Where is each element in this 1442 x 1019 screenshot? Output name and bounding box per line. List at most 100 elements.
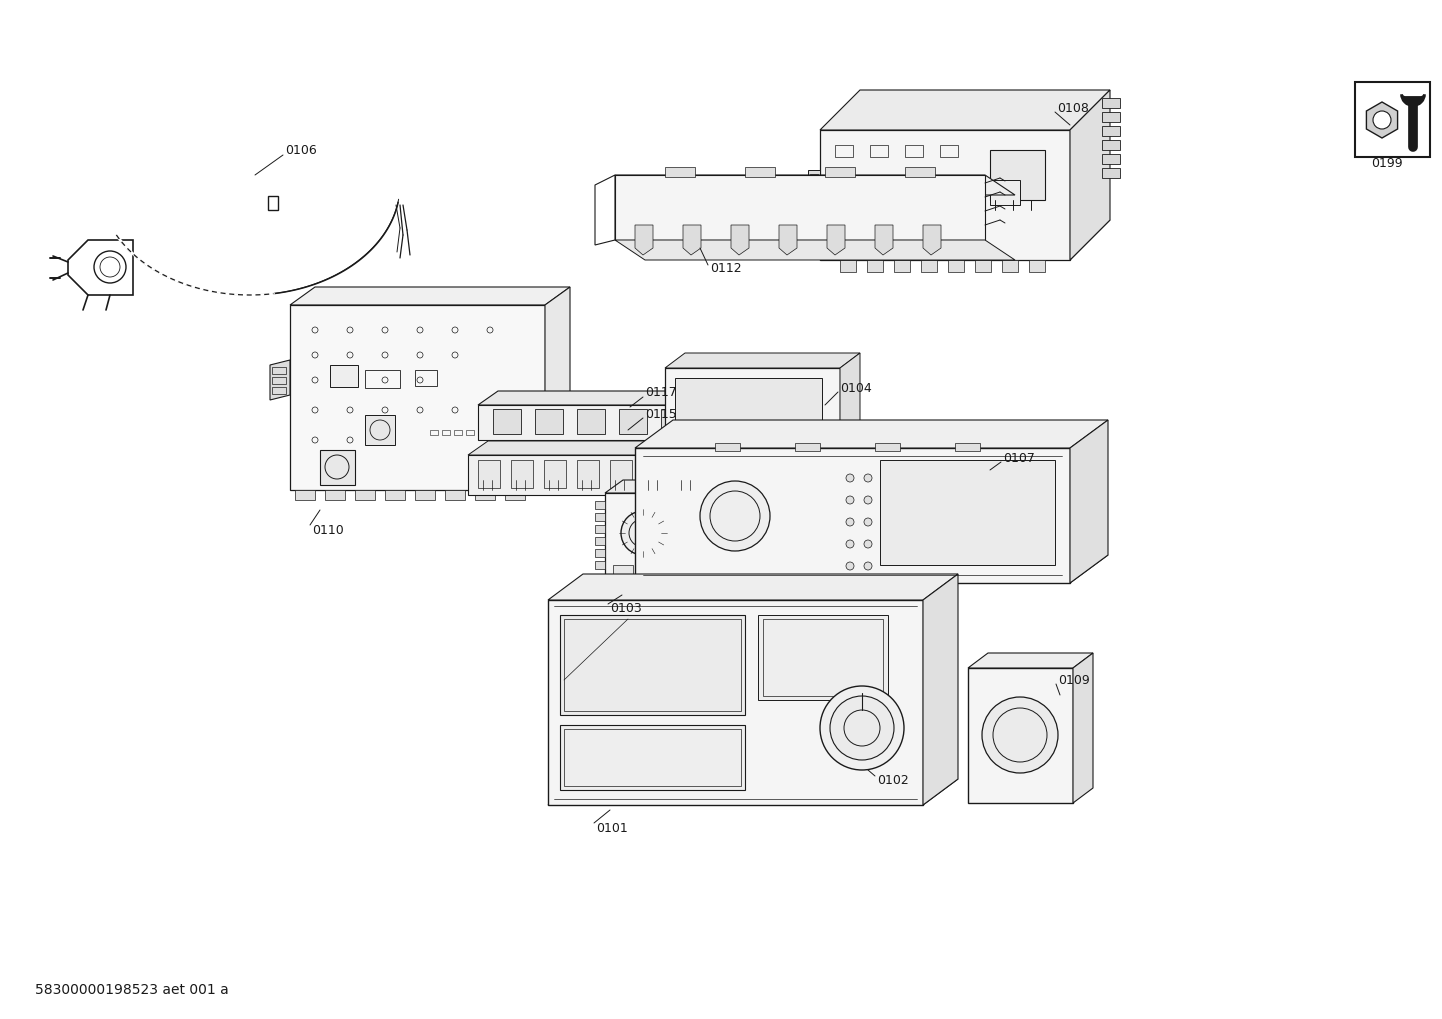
Polygon shape bbox=[1070, 420, 1107, 583]
Bar bbox=[273, 367, 286, 374]
Text: 0103: 0103 bbox=[610, 601, 642, 614]
Polygon shape bbox=[684, 225, 701, 255]
Polygon shape bbox=[614, 240, 1015, 260]
Bar bbox=[1030, 260, 1045, 272]
Bar bbox=[825, 167, 855, 177]
Bar bbox=[596, 513, 606, 521]
Polygon shape bbox=[634, 555, 1107, 583]
Bar bbox=[715, 443, 740, 451]
Bar bbox=[474, 490, 495, 500]
Bar bbox=[577, 409, 606, 434]
Bar bbox=[1102, 140, 1120, 150]
Polygon shape bbox=[477, 391, 728, 405]
Polygon shape bbox=[708, 391, 728, 440]
Bar bbox=[544, 460, 567, 488]
Bar bbox=[273, 377, 286, 384]
Bar bbox=[477, 460, 500, 488]
Circle shape bbox=[864, 562, 872, 570]
Polygon shape bbox=[820, 130, 1070, 260]
Bar bbox=[810, 196, 818, 203]
Bar bbox=[466, 430, 474, 435]
Bar bbox=[619, 409, 647, 434]
Text: 58300000198523 aet 001 a: 58300000198523 aet 001 a bbox=[35, 983, 229, 997]
Polygon shape bbox=[634, 225, 653, 255]
Circle shape bbox=[846, 474, 854, 482]
Bar bbox=[894, 260, 910, 272]
Polygon shape bbox=[731, 225, 748, 255]
Circle shape bbox=[864, 496, 872, 504]
Bar bbox=[906, 167, 934, 177]
Circle shape bbox=[846, 496, 854, 504]
Circle shape bbox=[864, 474, 872, 482]
Bar bbox=[795, 443, 820, 451]
Bar bbox=[510, 460, 534, 488]
Polygon shape bbox=[1070, 90, 1110, 260]
Bar bbox=[870, 145, 888, 157]
Bar bbox=[415, 370, 437, 386]
Polygon shape bbox=[634, 448, 1070, 583]
Bar bbox=[443, 430, 450, 435]
Polygon shape bbox=[290, 305, 545, 490]
Bar bbox=[564, 729, 741, 786]
Polygon shape bbox=[681, 480, 698, 583]
Polygon shape bbox=[808, 170, 820, 220]
Polygon shape bbox=[820, 90, 1110, 130]
Bar bbox=[947, 260, 965, 272]
Bar bbox=[365, 415, 395, 445]
Circle shape bbox=[846, 562, 854, 570]
Bar bbox=[810, 207, 818, 214]
Bar bbox=[477, 430, 486, 435]
Polygon shape bbox=[665, 453, 859, 468]
Bar bbox=[454, 430, 461, 435]
Bar bbox=[596, 549, 606, 557]
Bar bbox=[415, 490, 435, 500]
Bar bbox=[385, 490, 405, 500]
Polygon shape bbox=[779, 225, 797, 255]
Polygon shape bbox=[1073, 653, 1093, 803]
Bar bbox=[446, 490, 464, 500]
Polygon shape bbox=[820, 220, 1110, 260]
Polygon shape bbox=[923, 225, 942, 255]
Polygon shape bbox=[923, 574, 957, 805]
Polygon shape bbox=[469, 455, 718, 495]
Text: 0101: 0101 bbox=[596, 821, 627, 835]
Circle shape bbox=[846, 540, 854, 548]
Bar bbox=[637, 565, 668, 577]
Bar bbox=[559, 725, 746, 790]
Polygon shape bbox=[1367, 102, 1397, 138]
Polygon shape bbox=[548, 779, 957, 805]
Text: 0106: 0106 bbox=[286, 144, 317, 157]
Text: 0115: 0115 bbox=[645, 409, 676, 422]
Bar bbox=[596, 501, 606, 510]
Bar bbox=[355, 490, 375, 500]
Bar bbox=[940, 145, 957, 157]
Bar bbox=[365, 370, 399, 388]
Polygon shape bbox=[968, 653, 1093, 668]
Bar bbox=[955, 443, 981, 451]
Bar bbox=[330, 365, 358, 387]
Polygon shape bbox=[841, 353, 859, 468]
Circle shape bbox=[864, 518, 872, 526]
Circle shape bbox=[864, 540, 872, 548]
Bar bbox=[1002, 260, 1018, 272]
Polygon shape bbox=[290, 287, 570, 305]
Text: 0107: 0107 bbox=[1004, 451, 1035, 465]
Bar bbox=[268, 196, 278, 210]
Bar bbox=[1102, 98, 1120, 108]
Polygon shape bbox=[606, 480, 698, 493]
Bar bbox=[430, 430, 438, 435]
Bar bbox=[921, 260, 937, 272]
Bar bbox=[875, 443, 900, 451]
Polygon shape bbox=[477, 405, 708, 440]
Bar bbox=[810, 185, 818, 192]
Circle shape bbox=[622, 511, 665, 555]
Bar bbox=[320, 450, 355, 485]
Polygon shape bbox=[548, 574, 957, 600]
Circle shape bbox=[846, 518, 854, 526]
Circle shape bbox=[831, 696, 894, 760]
Polygon shape bbox=[968, 668, 1073, 803]
Polygon shape bbox=[545, 287, 570, 490]
Polygon shape bbox=[875, 225, 893, 255]
Bar bbox=[596, 525, 606, 533]
Text: 0112: 0112 bbox=[709, 262, 741, 274]
